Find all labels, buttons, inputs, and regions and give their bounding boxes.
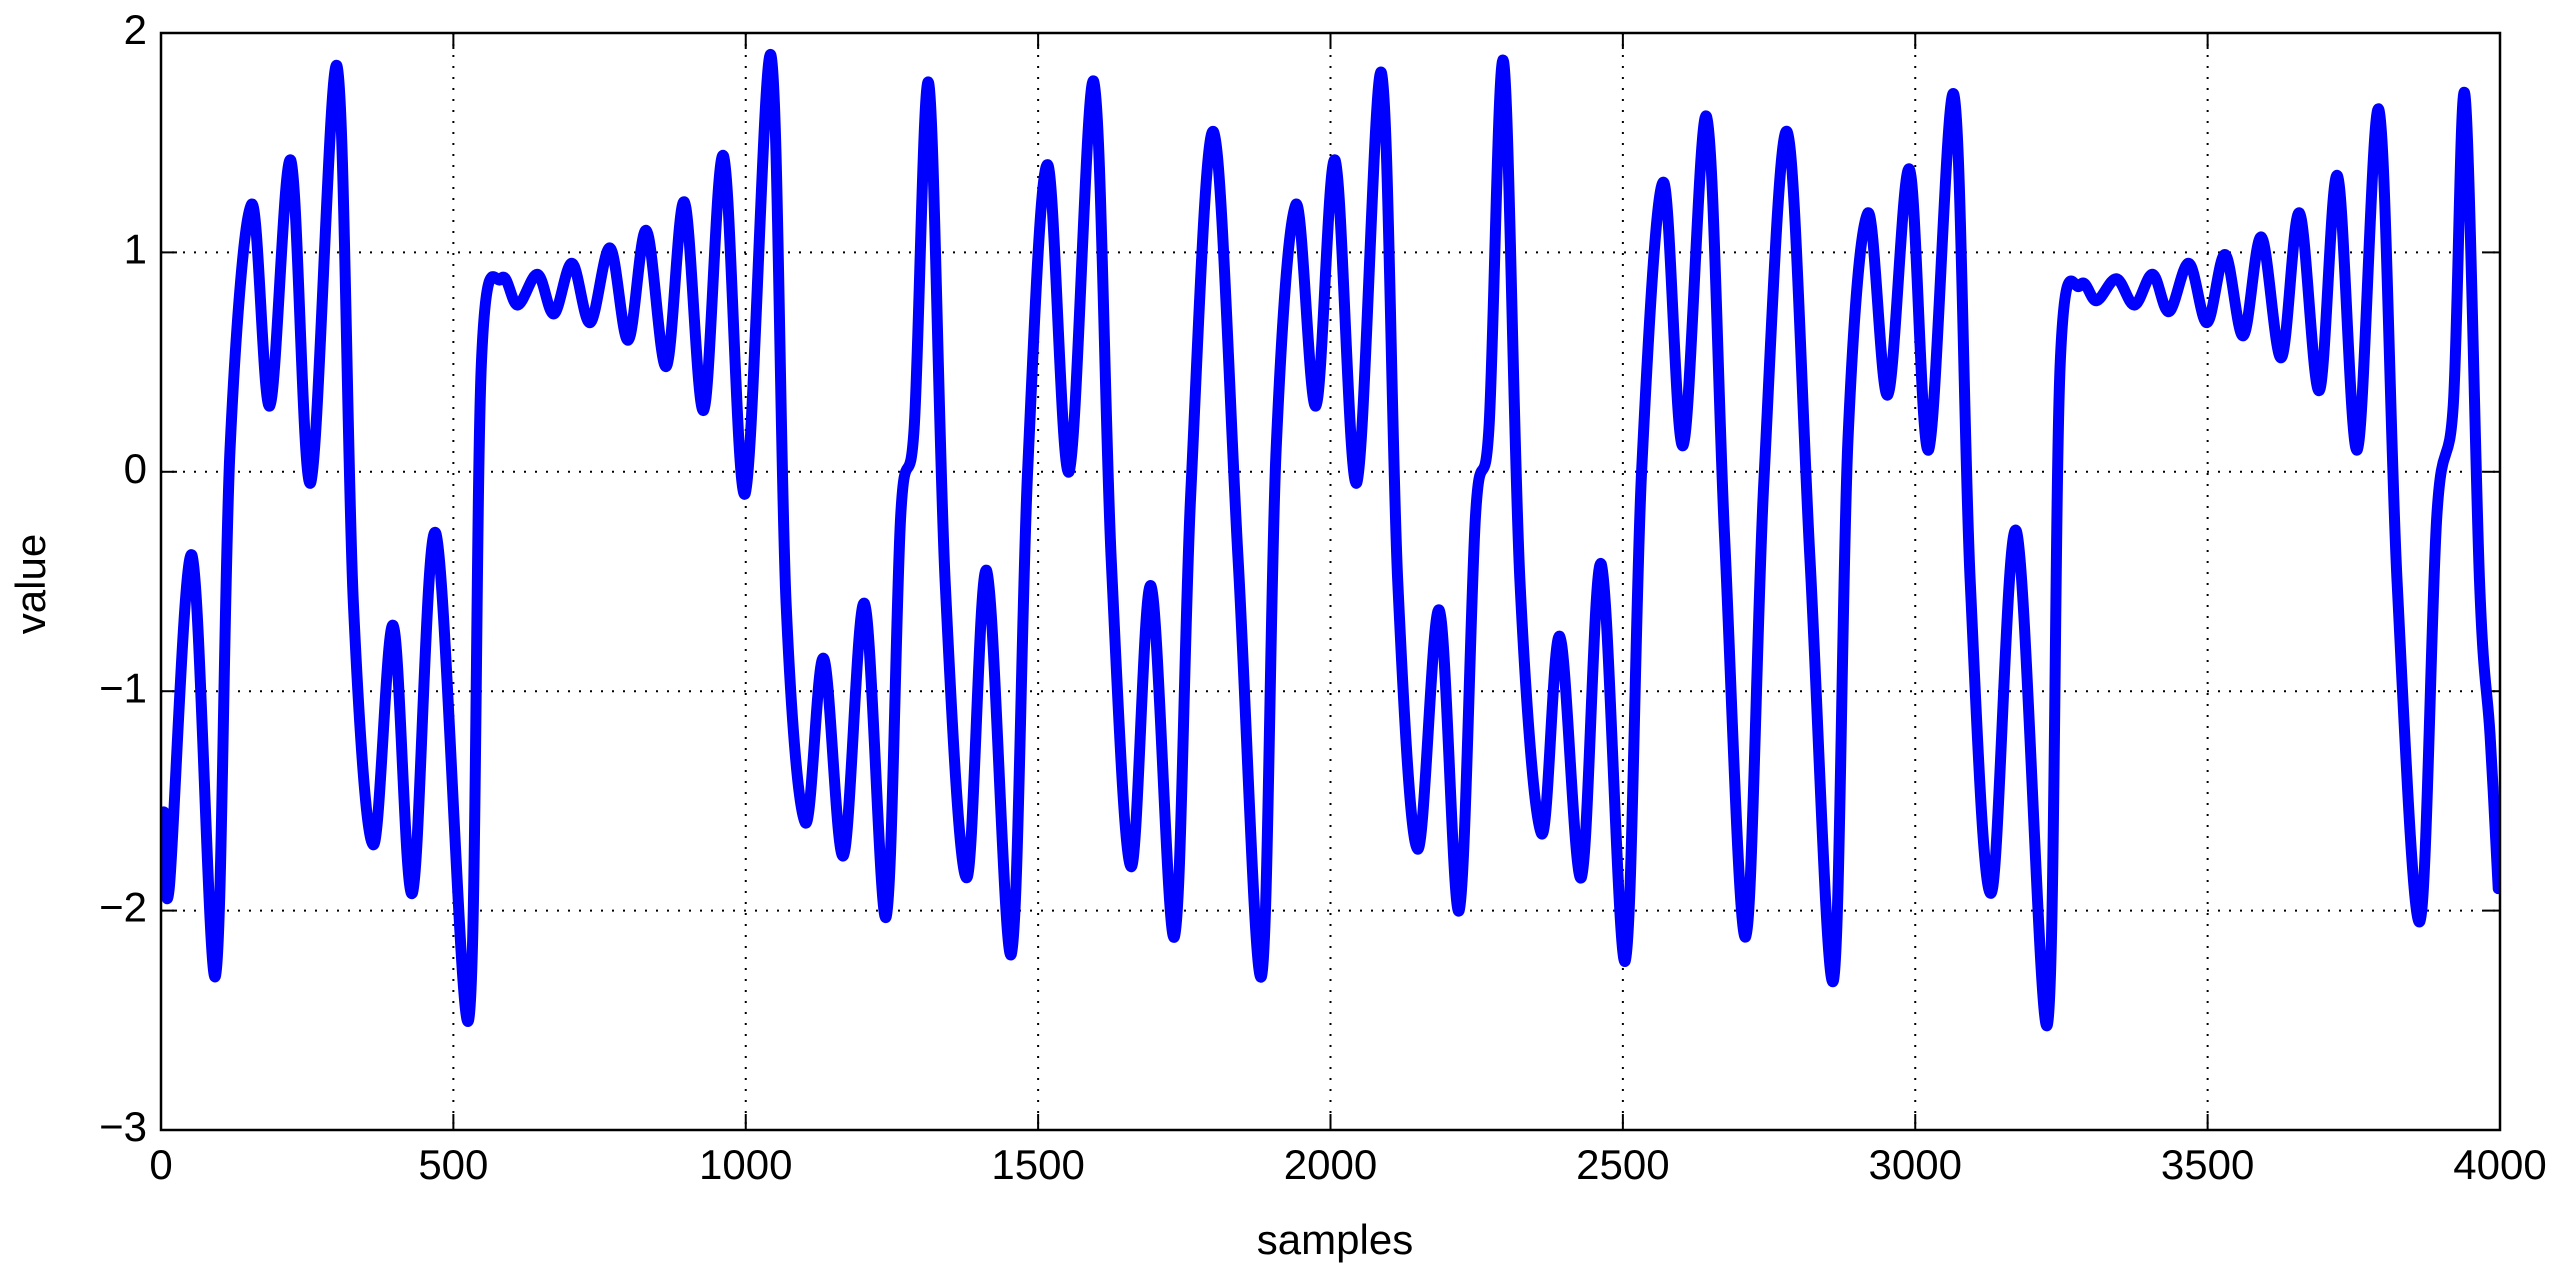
x-tick-label: 2000: [1284, 1141, 1377, 1188]
x-axis-label: samples: [1257, 1216, 1413, 1263]
plot-frame: [159, 31, 2502, 1132]
x-tick-label: 2500: [1576, 1141, 1669, 1188]
y-tick-label: 0: [124, 445, 147, 492]
y-tick-label: 1: [124, 225, 147, 272]
x-tick-label: 0: [149, 1141, 172, 1188]
y-tick-label: 2: [124, 6, 147, 53]
y-axis-label: value: [7, 534, 54, 634]
x-tick-label: 1000: [699, 1141, 792, 1188]
y-tick-label: −1: [99, 664, 147, 711]
x-tick-label: 500: [418, 1141, 488, 1188]
x-tick-label: 1500: [991, 1141, 1084, 1188]
x-tick-label: 3000: [1869, 1141, 1962, 1188]
y-tick-label: −3: [99, 1103, 147, 1150]
data-line: [161, 49, 2500, 1032]
x-tick-label: 3500: [2161, 1141, 2254, 1188]
y-tick-label: −2: [99, 884, 147, 931]
x-tick-label: 4000: [2453, 1141, 2546, 1188]
